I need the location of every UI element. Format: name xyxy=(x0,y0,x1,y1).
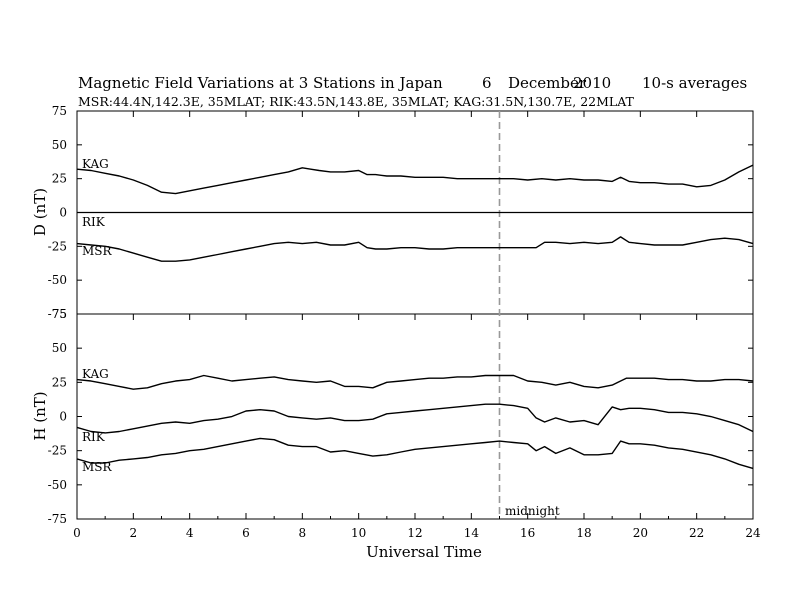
y-tick-label: 0 xyxy=(59,410,67,424)
station-label-rik: RIK xyxy=(82,215,106,229)
y-tick-label: 50 xyxy=(52,138,67,152)
y-tick-label: -50 xyxy=(48,478,67,492)
h-panel: 75 50 25 0 -25 -50 -75 KAG RIK MSR xyxy=(48,307,754,526)
station-label-kag: KAG xyxy=(82,367,109,381)
y-tick-label: -25 xyxy=(48,239,67,253)
y-tick-label: -50 xyxy=(48,273,67,287)
x-tick-label: 12 xyxy=(407,526,422,540)
station-label-msr: MSR xyxy=(82,244,113,258)
y-tick-label: -75 xyxy=(48,512,67,526)
chart-title-note: 10-s averages xyxy=(642,74,747,92)
x-tick-label: 24 xyxy=(745,526,761,540)
x-tick-label: 6 xyxy=(242,526,250,540)
series-line-d-msr xyxy=(76,236,754,262)
station-label-kag: KAG xyxy=(82,157,109,171)
x-tick-label: 4 xyxy=(186,526,194,540)
d-panel: 75 50 25 0 -25 -50 -75 KAG RIK MSR xyxy=(48,104,754,321)
series-line-h-msr xyxy=(76,437,754,470)
x-tick-label: 22 xyxy=(689,526,704,540)
y-tick-label: -25 xyxy=(48,444,67,458)
chart-title-month: December xyxy=(508,74,587,92)
chart-title-year: 2010 xyxy=(573,74,611,92)
series-line-h-rik xyxy=(76,403,754,434)
y-tick-label: 50 xyxy=(52,341,67,355)
x-tick-label: 8 xyxy=(299,526,307,540)
series-line-h-kag xyxy=(76,374,754,390)
station-label-msr: MSR xyxy=(82,460,113,474)
x-tick-label: 18 xyxy=(576,526,591,540)
h-axis-label: H (nT) xyxy=(31,391,49,440)
y-tick-label: 25 xyxy=(52,172,67,186)
y-tick-label: -75 xyxy=(48,307,67,321)
x-tick-label: 16 xyxy=(520,526,535,540)
d-axis-label: D (nT) xyxy=(31,188,49,236)
h-panel-frame xyxy=(76,313,754,520)
x-tick-label: 10 xyxy=(351,526,366,540)
chart-subtitle: MSR:44.4N,142.3E, 35MLAT; RIK:43.5N,143.… xyxy=(78,94,635,109)
series-line-d-kag xyxy=(76,164,754,195)
x-axis-label: Universal Time xyxy=(366,543,482,561)
chart-title-day: 6 xyxy=(482,74,492,92)
x-axis: 0 2 4 6 8 10 12 14 16 18 20 22 24 xyxy=(73,111,761,540)
x-tick-label: 14 xyxy=(464,526,480,540)
y-tick-label: 75 xyxy=(52,104,67,118)
station-label-rik: RIK xyxy=(82,430,106,444)
y-tick-label: 75 xyxy=(52,307,67,321)
y-tick-label: 0 xyxy=(59,206,67,220)
chart-title: Magnetic Field Variations at 3 Stations … xyxy=(78,74,443,92)
x-tick-label: 0 xyxy=(73,526,81,540)
midnight-label: midnight xyxy=(505,504,560,518)
y-tick-label: 25 xyxy=(52,375,67,389)
x-tick-label: 2 xyxy=(130,526,138,540)
x-tick-label: 20 xyxy=(633,526,648,540)
